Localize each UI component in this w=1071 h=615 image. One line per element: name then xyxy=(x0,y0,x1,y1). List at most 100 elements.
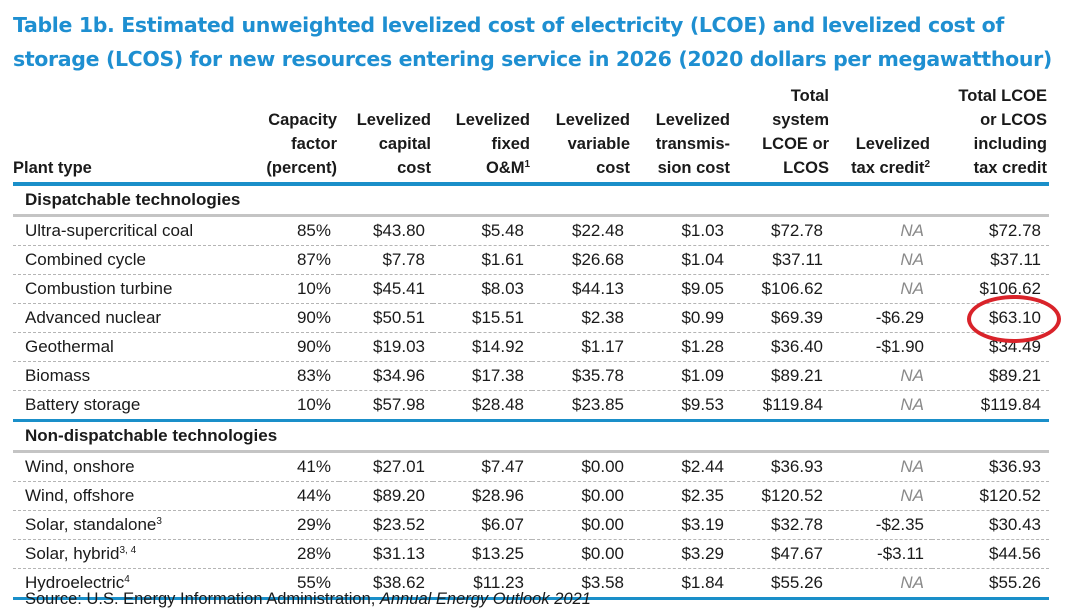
total-system-cell: $47.67 xyxy=(732,539,831,569)
tax-credit-cell: NA xyxy=(831,451,932,482)
capital-cost-cell: $34.96 xyxy=(339,361,433,391)
table-title: Table 1b. Estimated unweighted levelized… xyxy=(13,13,1052,71)
table-row: Battery storage 10% $57.98 $28.48 $23.85 $9.5… xyxy=(13,390,1049,422)
fixed-om-cell: $15.51 xyxy=(433,303,532,333)
capacity-factor-cell: 85% xyxy=(251,215,339,246)
fixed-om-cell: $14.92 xyxy=(433,332,532,362)
plant-type-cell: Wind, onshore xyxy=(13,451,251,482)
capital-cost-cell: $57.98 xyxy=(339,390,433,422)
footnote-marker: 1 xyxy=(524,159,530,170)
tax-credit-cell: NA xyxy=(831,215,932,246)
transmission-cost-cell: $1.28 xyxy=(632,332,732,362)
transmission-cost-cell: $1.84 xyxy=(632,568,732,600)
total-incl-tax-credit-cell: $63.10 xyxy=(932,295,1061,343)
plant-type-cell: Hydroelectric4 xyxy=(13,568,251,600)
total-system-cell: $106.62 xyxy=(732,274,831,304)
fixed-om-cell: $6.07 xyxy=(433,510,532,540)
capacity-factor-cell: 44% xyxy=(251,481,339,511)
plant-type-cell: Geothermal xyxy=(13,332,251,362)
col-header-total-incl-tax-credit: Total LCOE or LCOS including tax credit xyxy=(932,84,1049,186)
capacity-factor-cell: 10% xyxy=(251,274,339,304)
capacity-factor-cell: 90% xyxy=(251,332,339,362)
section-header-row: Non-dispatchable technologies xyxy=(13,420,1049,453)
total-system-cell: $32.78 xyxy=(732,510,831,540)
tax-credit-cell: NA xyxy=(831,568,932,600)
table-row: Solar, standalone3 29% $23.52 $6.07 $0.00 $3.… xyxy=(13,510,1049,540)
capital-cost-cell: $38.62 xyxy=(339,568,433,600)
section-header-row: Dispatchable technologies xyxy=(13,184,1049,217)
plant-type-cell: Combustion turbine xyxy=(13,274,251,304)
total-incl-tax-credit-cell: $106.62 xyxy=(932,274,1049,304)
transmission-cost-cell: $1.09 xyxy=(632,361,732,391)
capacity-factor-cell: 28% xyxy=(251,539,339,569)
total-system-cell: $120.52 xyxy=(732,481,831,511)
total-incl-tax-credit-cell: $120.52 xyxy=(932,481,1049,511)
table-row: Hydroelectric4 55% $38.62 $11.23 $3.58 $1.84 $… xyxy=(13,568,1049,600)
header-row: Plant type Capacity factor (percent) Lev… xyxy=(13,84,1049,186)
plant-type-cell: Solar, standalone3 xyxy=(13,510,251,540)
total-system-cell: $36.93 xyxy=(732,451,831,482)
total-incl-tax-credit-cell: $36.93 xyxy=(932,451,1049,482)
total-system-cell: $37.11 xyxy=(732,245,831,275)
variable-cost-cell: $0.00 xyxy=(532,451,632,482)
variable-cost-cell: $0.00 xyxy=(532,481,632,511)
table-row: Combined cycle 87% $7.78 $1.61 $26.68 $1.04 $3… xyxy=(13,245,1049,275)
col-header-capital-cost: Levelized capital cost xyxy=(339,84,433,186)
transmission-cost-cell: $3.29 xyxy=(632,539,732,569)
plant-type-cell: Biomass xyxy=(13,361,251,391)
transmission-cost-cell: $9.53 xyxy=(632,390,732,422)
capacity-factor-cell: 41% xyxy=(251,451,339,482)
source-publication: Annual Energy Outlook 2021 xyxy=(379,590,591,608)
variable-cost-cell: $22.48 xyxy=(532,215,632,246)
table-row: Combustion turbine 10% $45.41 $8.03 $44.13 $9… xyxy=(13,274,1049,304)
table-body: Dispatchable technologies Ultra-supercrit… xyxy=(13,184,1061,600)
total-incl-tax-credit-cell: $89.21 xyxy=(932,361,1049,391)
capital-cost-cell: $23.52 xyxy=(339,510,433,540)
capital-cost-cell: $27.01 xyxy=(339,451,433,482)
col-header-fixed-om: Levelized fixed O&M1 xyxy=(433,84,532,186)
table-row: Wind, offshore 44% $89.20 $28.96 $0.00 $2.35 $… xyxy=(13,481,1049,511)
plant-type-cell: Ultra-supercritical coal xyxy=(13,215,251,246)
tax-credit-cell: -$6.29 xyxy=(831,303,932,333)
transmission-cost-cell: $9.05 xyxy=(632,274,732,304)
footnote-marker: 2 xyxy=(924,159,930,170)
capacity-factor-cell: 90% xyxy=(251,303,339,333)
total-system-cell: $72.78 xyxy=(732,215,831,246)
col-header-capacity-factor: Capacity factor (percent) xyxy=(251,84,339,186)
capital-cost-cell: $7.78 xyxy=(339,245,433,275)
table-row: Ultra-supercritical coal 85% $43.80 $5.48 $2… xyxy=(13,215,1049,246)
total-incl-tax-credit-cell: $55.26 xyxy=(932,568,1049,600)
total-incl-tax-credit-cell: $119.84 xyxy=(932,390,1049,422)
total-incl-tax-credit-cell: $37.11 xyxy=(932,245,1049,275)
plant-type-cell: Advanced nuclear xyxy=(13,303,251,333)
tax-credit-cell: NA xyxy=(831,245,932,275)
footnote-marker: 4 xyxy=(124,574,130,585)
lcoe-table: Plant type Capacity factor (percent) Lev… xyxy=(13,84,1061,600)
tax-credit-cell: NA xyxy=(831,481,932,511)
total-incl-tax-credit-cell: $72.78 xyxy=(932,215,1049,246)
variable-cost-cell: $2.38 xyxy=(532,303,632,333)
col-header-tax-credit: Levelized tax credit2 xyxy=(831,84,932,186)
variable-cost-cell: $0.00 xyxy=(532,510,632,540)
table-row: Biomass 83% $34.96 $17.38 $35.78 $1.09 $89.21 N… xyxy=(13,361,1049,391)
capacity-factor-cell: 10% xyxy=(251,390,339,422)
table-row: Solar, hybrid3, 4 28% $31.13 $13.25 $0.00 $3.… xyxy=(13,539,1049,569)
capacity-factor-cell: 87% xyxy=(251,245,339,275)
footnote-marker: 3, 4 xyxy=(119,545,137,556)
plant-type-cell: Combined cycle xyxy=(13,245,251,275)
tax-credit-cell: -$3.11 xyxy=(831,539,932,569)
fixed-om-cell: $17.38 xyxy=(433,361,532,391)
tax-credit-cell: NA xyxy=(831,361,932,391)
col-header-variable-cost: Levelized variable cost xyxy=(532,84,632,186)
capital-cost-cell: $45.41 xyxy=(339,274,433,304)
total-system-cell: $89.21 xyxy=(732,361,831,391)
tax-credit-cell: NA xyxy=(831,390,932,422)
capital-cost-cell: $19.03 xyxy=(339,332,433,362)
variable-cost-cell: $3.58 xyxy=(532,568,632,600)
plant-type-cell: Solar, hybrid3, 4 xyxy=(13,539,251,569)
fixed-om-cell: $11.23 xyxy=(433,568,532,600)
col-header-plant-type: Plant type xyxy=(13,84,251,186)
fixed-om-cell: $13.25 xyxy=(433,539,532,569)
fixed-om-cell: $5.48 xyxy=(433,215,532,246)
table-row: Geothermal 90% $19.03 $14.92 $1.17 $1.28 $36.4… xyxy=(13,332,1049,362)
